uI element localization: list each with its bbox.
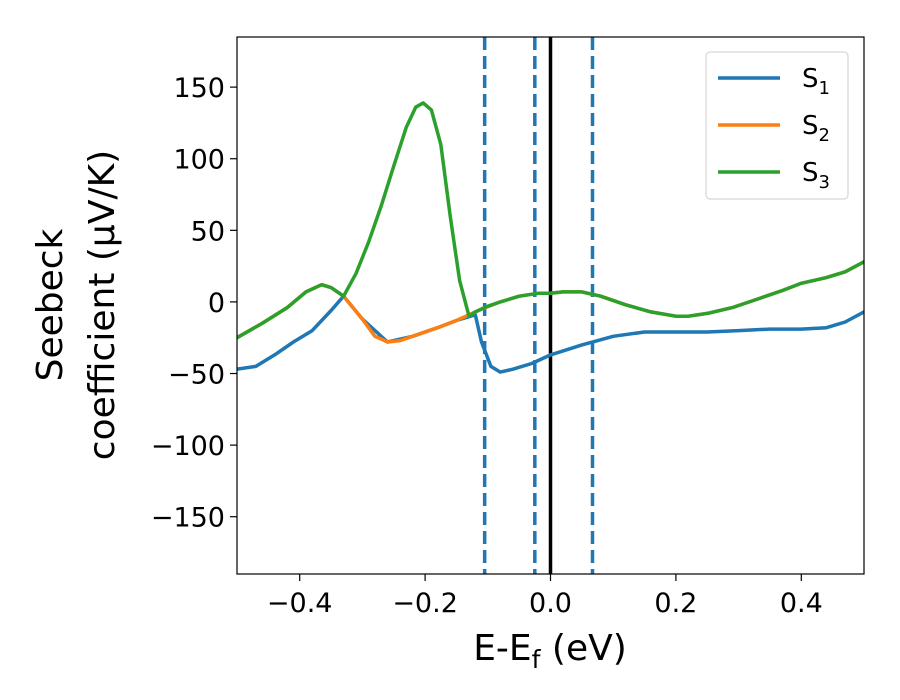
series-line-s1 [237, 294, 864, 374]
legend-label-s2: S2 [802, 111, 830, 146]
x-axis-label: E-Ef (eV) [473, 628, 627, 674]
y-tick-label: −150 [151, 503, 225, 534]
reference-lines [482, 37, 595, 574]
y-tick-label: 0 [208, 288, 225, 319]
x-tick-label: 0.2 [654, 588, 697, 619]
legend: S1 S2 S3 [705, 51, 849, 200]
series-line-s3 [237, 101, 864, 340]
x-axis: −0.4 −0.2 0.0 0.2 0.4 [267, 574, 823, 619]
y-axis: 150 100 50 0 −50 −100 −150 [151, 73, 237, 534]
y-axis-label-line1: Seebeck [30, 228, 71, 381]
legend-label-s3: S3 [802, 158, 830, 193]
x-tick-label: 0.0 [529, 588, 572, 619]
y-tick-label: 100 [173, 145, 225, 176]
x-tick-label: −0.2 [392, 588, 458, 619]
x-tick-label: −0.4 [267, 588, 333, 619]
y-tick-label: 50 [191, 216, 225, 247]
x-tick-label: 0.4 [780, 588, 823, 619]
legend-label-s1: S1 [802, 64, 830, 99]
series-group [237, 101, 864, 374]
y-axis-label-line2: coefficient (μV/K) [82, 150, 123, 460]
y-axis-label: Seebeck coefficient (μV/K) [30, 150, 123, 460]
y-tick-label: 150 [173, 73, 225, 104]
y-tick-label: −50 [168, 360, 225, 391]
y-tick-label: −100 [151, 431, 225, 462]
